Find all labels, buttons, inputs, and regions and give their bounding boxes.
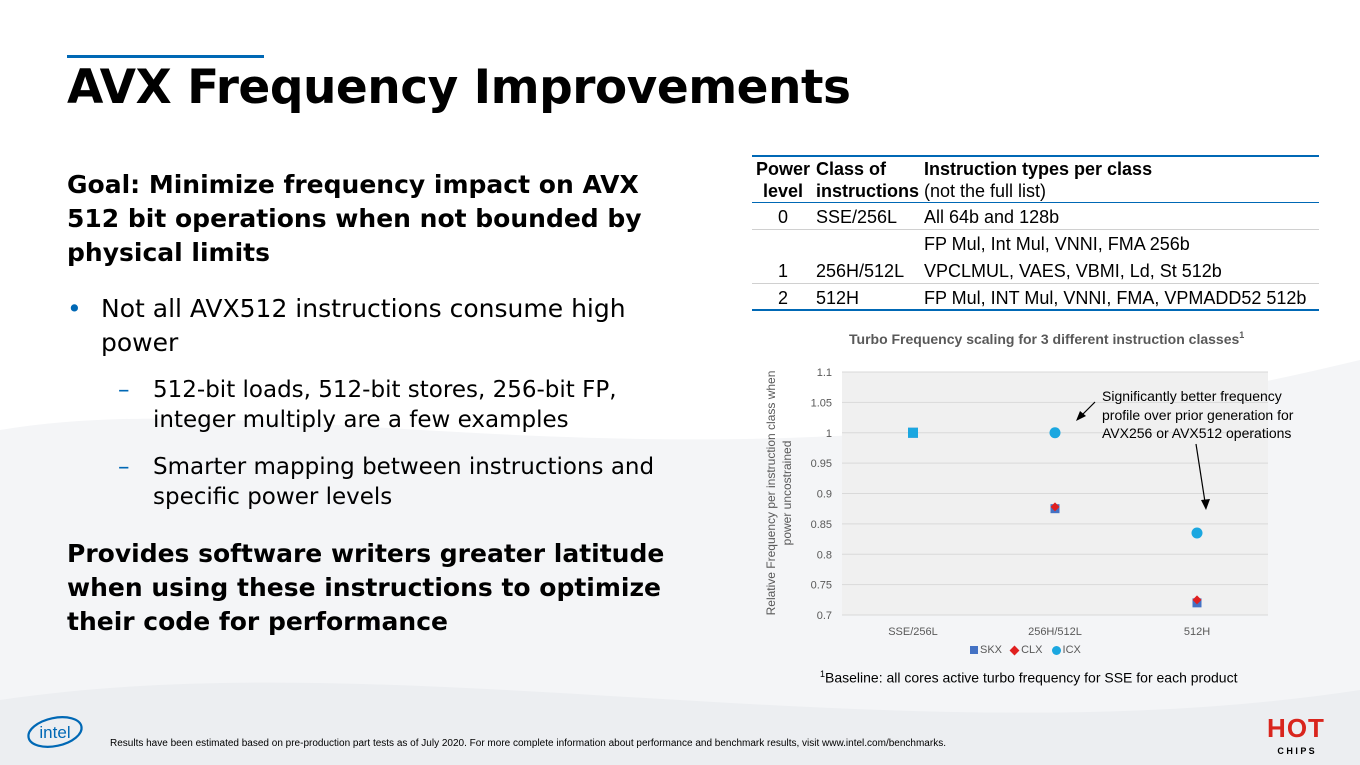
y-tick-label: 0.9: [817, 489, 832, 501]
legend-clx-marker: [1009, 645, 1020, 656]
hotchips-logo-top: HOT: [1267, 713, 1325, 743]
y-axis-label: Relative Frequency per instruction class…: [764, 371, 794, 616]
point-icx-2: [1191, 527, 1203, 539]
legend-clx-label: CLX: [1021, 644, 1043, 657]
chart-title-text: Turbo Frequency scaling for 3 different …: [849, 331, 1239, 347]
table-cell-types: FP Mul, Int Mul, VNNI, FMA 256b: [924, 234, 1190, 254]
legend-icx-label: ICX: [1062, 644, 1081, 657]
point-icx-1: [1049, 427, 1061, 439]
point-clx-2: [1192, 595, 1202, 605]
table-cell-level: 2: [777, 288, 788, 308]
chart-legend: SKX CLX ICX: [970, 644, 1081, 656]
annotation-arrows: [1076, 401, 1210, 510]
chart-title: Turbo Frequency scaling for 3 different …: [849, 330, 1244, 347]
table-row-rule: [752, 283, 1319, 284]
hotchips-logo-bottom: C H I P S: [1277, 746, 1314, 756]
sub-bullet-text: Smarter mapping between instructions and…: [153, 454, 655, 510]
sub-bullet-dash: –: [118, 454, 130, 480]
header-class: Class of: [816, 159, 887, 179]
slide-title: AVX Frequency Improvements: [67, 60, 851, 115]
intel-logo: intel: [27, 716, 83, 748]
hotchips-logo: HOT C H I P S: [1267, 713, 1325, 756]
intel-logo-text: intel: [39, 723, 70, 742]
table-cell-level: 0: [777, 207, 788, 227]
table-cell-class: 512H: [816, 288, 860, 308]
header-types-note: (not the full list): [924, 181, 1047, 201]
table-cell-class: SSE/256L: [816, 207, 898, 227]
table-cell-class: 256H/512L: [816, 261, 905, 281]
table-bottom-rule: [752, 309, 1319, 311]
sub-bullet-text: 512-bit loads, 512-bit stores, 256-bit F…: [153, 377, 617, 433]
y-tick-label: 0.75: [811, 580, 832, 592]
y-tick-label: 0.7: [817, 610, 832, 622]
footer-disclaimer: Results have been estimated based on pre…: [110, 738, 946, 749]
arrow-head-icx-512: [1201, 499, 1210, 510]
baseline-text: Baseline: all cores active turbo frequen…: [825, 669, 1238, 686]
header-instructions: instructions: [816, 181, 920, 201]
y-tick-label: 1.1: [817, 367, 832, 379]
y-tick-label: 1: [826, 428, 832, 440]
provides-statement: Provides software writers greater latitu…: [67, 539, 665, 636]
chart-svg: Turbo Frequency scaling for 3 different …: [764, 330, 1268, 638]
table-top-rule: [752, 155, 1319, 157]
legend-skx-marker: [970, 646, 978, 655]
title-accent-bar: [67, 55, 264, 58]
table-row-rule: [752, 229, 1319, 230]
header-power: Power: [755, 159, 811, 179]
table-cell-level: 1: [777, 261, 788, 281]
y-tick-label: 0.95: [811, 458, 832, 470]
arrow-line-icx-512: [1195, 443, 1206, 503]
arrow-head-icx-256: [1076, 411, 1086, 421]
legend-icx-marker: [1051, 645, 1061, 655]
grid-lines: [842, 371, 1268, 616]
header-types: Instruction types per class: [924, 159, 1153, 179]
y-axis-label-line2: power uncostrained: [780, 441, 794, 546]
y-tick-label: 1.05: [811, 397, 832, 409]
x-tick-label: SSE/256L: [888, 626, 938, 638]
goal-statement: Goal: Minimize frequency impact on AVX 5…: [67, 170, 642, 267]
legend-skx-label: SKX: [980, 644, 1003, 657]
y-tick-label: 0.85: [811, 519, 832, 531]
turbo-frequency-chart: Turbo Frequency scaling for 3 different …: [750, 322, 1320, 667]
header-level: level: [762, 181, 804, 201]
sub-bullet-dash: –: [118, 377, 130, 403]
x-tick-label: 256H/512L: [1028, 626, 1082, 638]
point-overlap-0: [908, 427, 918, 438]
chart-title-superscript: 1: [1239, 330, 1244, 340]
table-cell-types: FP Mul, INT Mul, VNNI, FMA, VPMADD52 512…: [924, 288, 1307, 308]
x-tick-labels: SSE/256L 256H/512L 512H: [888, 626, 1210, 638]
point-clx-1: [1050, 502, 1060, 512]
y-tick-label: 0.8: [817, 549, 832, 561]
baseline-note: 1Baseline: all cores active turbo freque…: [820, 669, 1237, 686]
y-tick-labels: 0.7 0.75 0.8 0.85 0.9 0.95 1 1.05 1.1: [811, 367, 832, 622]
table-cell-types: All 64b and 128b: [924, 207, 1060, 227]
baseline-superscript: 1: [820, 669, 826, 679]
bullet-dot: •: [67, 294, 82, 323]
table-cell-types: VPCLMUL, VAES, VBMI, Ld, St 512b: [924, 261, 1222, 281]
y-axis-label-line1: Relative Frequency per instruction class…: [764, 371, 778, 616]
table-header-rule: [752, 202, 1319, 203]
data-points: [908, 427, 1203, 608]
x-tick-label: 512H: [1184, 626, 1210, 638]
bullet-text: Not all AVX512 instructions consume high…: [101, 294, 626, 357]
chart-annotation: Significantly better frequency profile o…: [1102, 388, 1294, 441]
